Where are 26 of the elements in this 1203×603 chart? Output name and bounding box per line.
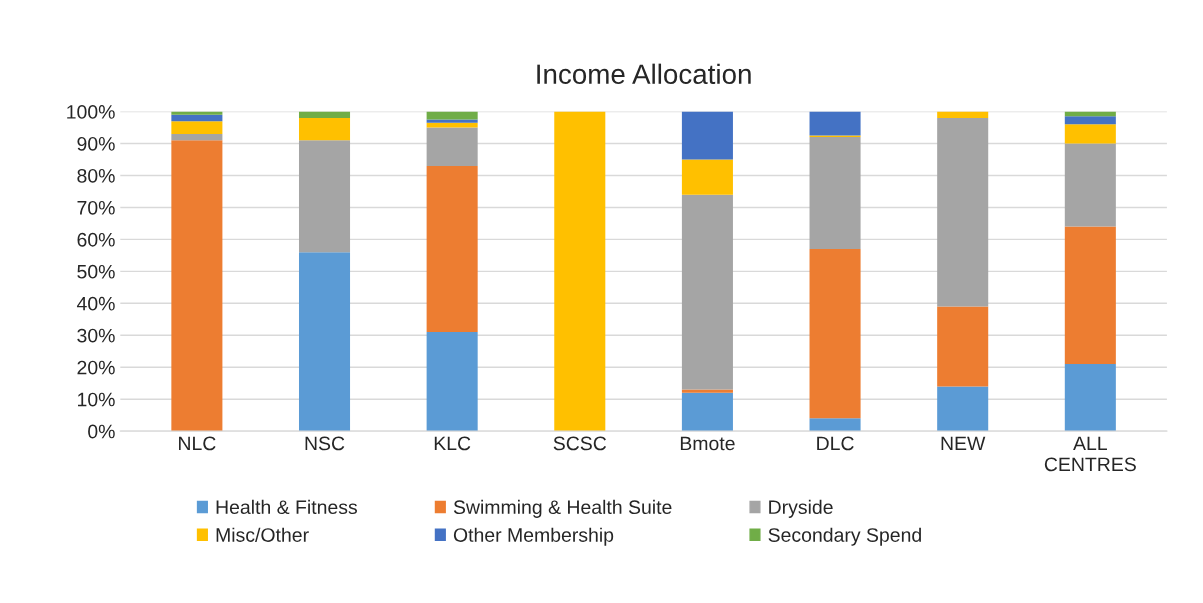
- y-tick-label: 100%: [67, 105, 115, 119]
- legend-label: Dryside: [769, 499, 833, 518]
- legend-label: Health & Fitness: [216, 499, 357, 515]
- x-tick-label: ALL CENTRES: [1044, 436, 1136, 472]
- x-tick-label: Bmote: [680, 436, 735, 451]
- y-tick-label: 80%: [77, 168, 115, 183]
- y-tick-label: 70%: [77, 200, 115, 215]
- legend-label: Secondary Spend: [768, 527, 921, 546]
- chart-title: Income Allocation: [537, 63, 751, 85]
- y-tick-label: 50%: [77, 264, 115, 279]
- legend-label: Other Membership: [453, 527, 614, 546]
- y-tick-label: 40%: [76, 296, 115, 311]
- x-tick-label: SCSC: [553, 436, 607, 451]
- x-tick-label: KLC: [434, 436, 471, 451]
- y-tick-label: 0%: [88, 424, 115, 439]
- x-tick-label: DLC: [817, 436, 854, 451]
- y-tick-label: 10%: [78, 392, 115, 407]
- y-tick-label: 20%: [77, 360, 115, 375]
- x-tick-label: NEW: [941, 436, 986, 451]
- y-tick-label: 90%: [77, 136, 115, 151]
- y-tick-label: 60%: [77, 232, 115, 247]
- x-tick-label: NLC: [179, 436, 216, 451]
- x-tick-label: NSC: [305, 436, 345, 451]
- y-tick-label: 30%: [77, 328, 115, 343]
- legend-label: Swimming & Health Suite: [453, 499, 672, 518]
- legend-label: Misc/Other: [216, 527, 309, 542]
